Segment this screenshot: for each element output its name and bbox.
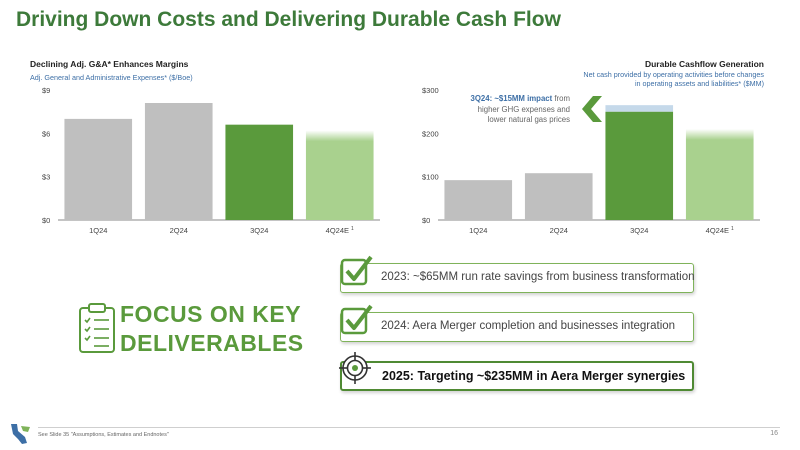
right-chart-subtitle-1: Net cash provided by operating activitie… bbox=[583, 70, 764, 79]
y-tick-label: $9 bbox=[42, 86, 50, 95]
left-chart-subtitle: Adj. General and Administrative Expenses… bbox=[30, 73, 193, 82]
california-logo-icon bbox=[11, 424, 30, 444]
y-tick-label: $200 bbox=[422, 129, 439, 138]
target-icon bbox=[339, 352, 371, 384]
left-chart-title: Declining Adj. G&A* Enhances Margins bbox=[30, 59, 189, 69]
y-tick-label: $6 bbox=[42, 129, 50, 138]
y-tick-label: $300 bbox=[422, 86, 439, 95]
bar-3q24 bbox=[605, 111, 674, 220]
x-tick-label: 4Q24E 1 bbox=[326, 226, 354, 235]
chart-annotation: 3Q24: ~$15MM impact from higher GHG expe… bbox=[440, 94, 570, 126]
focus-line-1: FOCUS ON KEY bbox=[120, 301, 302, 327]
x-tick-superscript: 1 bbox=[731, 226, 734, 232]
x-tick-label: 4Q24E 1 bbox=[706, 226, 734, 235]
focus-heading: FOCUS ON KEY DELIVERABLES bbox=[120, 300, 304, 358]
bar-1q24 bbox=[64, 118, 133, 220]
x-tick-label: 1Q24 bbox=[89, 226, 107, 235]
slide-title: Driving Down Costs and Delivering Durabl… bbox=[16, 8, 561, 31]
deliverable-2023-text: 2023: ~$65MM run rate savings from busin… bbox=[381, 271, 695, 283]
footer-note: See Slide 35 "Assumptions, Estimates and… bbox=[38, 432, 169, 438]
annotation-bold: 3Q24: ~$15MM impact bbox=[470, 94, 553, 103]
x-tick-label: 1Q24 bbox=[469, 226, 487, 235]
deliverable-2023: 2023: ~$65MM run rate savings from busin… bbox=[340, 263, 695, 293]
chevron-arrow-icon bbox=[582, 96, 602, 122]
right-chart-title: Durable Cashflow Generation bbox=[644, 59, 764, 69]
x-tick-label: 3Q24 bbox=[630, 226, 648, 235]
left-bar-chart: $0 $3 $6 $9 1Q24 2Q24 3Q24 4Q24E 1 bbox=[42, 86, 380, 235]
bar-4q24e bbox=[685, 129, 754, 220]
annotation-from: from bbox=[554, 94, 570, 103]
deliverable-2024-text: 2024: Aera Merger completion and busines… bbox=[381, 320, 676, 332]
bar-2q24 bbox=[524, 173, 593, 220]
annotation-line2: higher GHG expenses and bbox=[477, 104, 570, 114]
checkmark-icon bbox=[340, 255, 373, 286]
y-tick-label: $100 bbox=[422, 173, 439, 182]
page-number: 16 bbox=[770, 430, 778, 437]
right-bar-chart: $0 $100 $200 $300 1Q24 2Q24 3Q24 4Q24E 1 bbox=[422, 86, 760, 235]
x-tick-label: 2Q24 bbox=[170, 226, 188, 235]
bar-3q24 bbox=[225, 124, 294, 220]
y-tick-label: $0 bbox=[422, 216, 430, 225]
x-tick-label: 2Q24 bbox=[550, 226, 568, 235]
checkmark-icon bbox=[340, 304, 373, 335]
clipboard-checklist-icon bbox=[79, 303, 115, 353]
x-tick-superscript: 1 bbox=[351, 226, 354, 232]
bar-1q24 bbox=[444, 180, 513, 220]
deliverable-2025-text: 2025: Targeting ~$235MM in Aera Merger s… bbox=[382, 369, 686, 383]
deliverable-2025: 2025: Targeting ~$235MM in Aera Merger s… bbox=[340, 361, 694, 391]
bar-4q24e bbox=[305, 130, 374, 220]
x-tick-label: 3Q24 bbox=[250, 226, 268, 235]
footer-divider bbox=[38, 427, 780, 428]
y-tick-label: $3 bbox=[42, 173, 50, 182]
bar-impact-segment bbox=[605, 105, 674, 112]
bar-2q24 bbox=[144, 103, 213, 220]
right-chart-subtitle-2: in operating assets and liabilities* ($M… bbox=[634, 79, 764, 88]
y-tick-label: $0 bbox=[42, 216, 50, 225]
annotation-line3: lower natural gas prices bbox=[487, 115, 570, 124]
focus-line-2: DELIVERABLES bbox=[120, 330, 304, 356]
deliverable-2024: 2024: Aera Merger completion and busines… bbox=[340, 312, 694, 342]
